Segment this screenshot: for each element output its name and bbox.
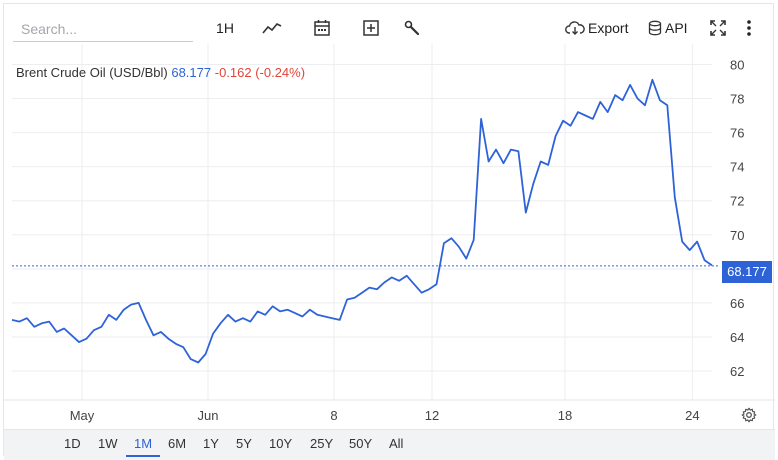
add-square-icon	[363, 20, 379, 36]
search-input[interactable]	[13, 16, 193, 42]
legend-change: -0.162 (-0.24%)	[214, 65, 306, 80]
chart-legend: Brent Crude Oil (USD/Bbl) 68.177 -0.162 …	[16, 65, 305, 80]
x-tick-label: 18	[558, 408, 572, 423]
legend-price: 68.177	[171, 65, 212, 80]
x-tick-label: 8	[330, 408, 337, 423]
price-series-line	[11, 78, 713, 364]
range-1d[interactable]: 1D	[64, 436, 81, 451]
range-50y[interactable]: 50Y	[349, 436, 373, 451]
interval-button[interactable]: 1H	[213, 16, 237, 40]
x-tick-label: 12	[425, 408, 439, 423]
fullscreen-button[interactable]	[706, 16, 730, 40]
chart-settings-button[interactable]	[741, 407, 757, 423]
y-tick-label: 64	[730, 330, 744, 345]
compare-button[interactable]	[359, 16, 383, 40]
fullscreen-icon	[710, 20, 726, 36]
legend-name: Brent Crude Oil (USD/Bbl)	[16, 65, 168, 80]
more-vertical-icon	[747, 20, 751, 36]
y-tick-label: 80	[730, 57, 744, 72]
active-range-underline	[126, 455, 160, 457]
export-button[interactable]: Export	[565, 16, 631, 40]
y-tick-label: 70	[730, 228, 744, 243]
line-chart-icon	[262, 23, 282, 34]
api-label: API	[665, 20, 688, 36]
wrench-icon	[404, 20, 420, 36]
export-label: Export	[588, 20, 629, 36]
range-1w[interactable]: 1W	[98, 436, 118, 451]
chart-type-button[interactable]	[260, 16, 284, 40]
toolbar: 1H Export API	[4, 4, 775, 44]
y-tick-label: 66	[730, 296, 744, 311]
x-tick-label: Jun	[198, 408, 219, 423]
current-price-tag: 68.177	[722, 261, 772, 283]
interval-label: 1H	[216, 20, 234, 36]
calendar-icon	[314, 20, 330, 36]
range-all[interactable]: All	[389, 436, 404, 451]
y-tick-label: 74	[730, 160, 744, 175]
database-icon	[648, 20, 662, 36]
x-tick-label: May	[70, 408, 95, 423]
date-range-button[interactable]	[310, 16, 334, 40]
more-menu-button[interactable]	[739, 16, 759, 40]
y-tick-label: 78	[730, 92, 744, 107]
range-6m[interactable]: 6M	[168, 436, 187, 451]
price-chart[interactable]: 62646668707274767880MayJun8121824	[4, 4, 775, 429]
range-selector: 1D 1W 1M 6M 1Y 5Y 10Y 25Y 50Y All	[4, 429, 775, 460]
gear-icon	[741, 407, 757, 423]
indicators-button[interactable]	[400, 16, 424, 40]
y-tick-label: 76	[730, 126, 744, 141]
range-1m[interactable]: 1M	[134, 436, 153, 451]
range-1y[interactable]: 1Y	[203, 436, 219, 451]
range-25y[interactable]: 25Y	[310, 436, 334, 451]
cloud-download-icon	[565, 21, 585, 35]
api-button[interactable]: API	[648, 16, 692, 40]
range-5y[interactable]: 5Y	[236, 436, 252, 451]
y-tick-label: 62	[730, 364, 744, 379]
chart-widget: 1H Export API 6264666870727476788	[3, 3, 775, 460]
y-tick-label: 72	[730, 194, 744, 209]
x-tick-label: 24	[685, 408, 699, 423]
range-10y[interactable]: 10Y	[269, 436, 293, 451]
